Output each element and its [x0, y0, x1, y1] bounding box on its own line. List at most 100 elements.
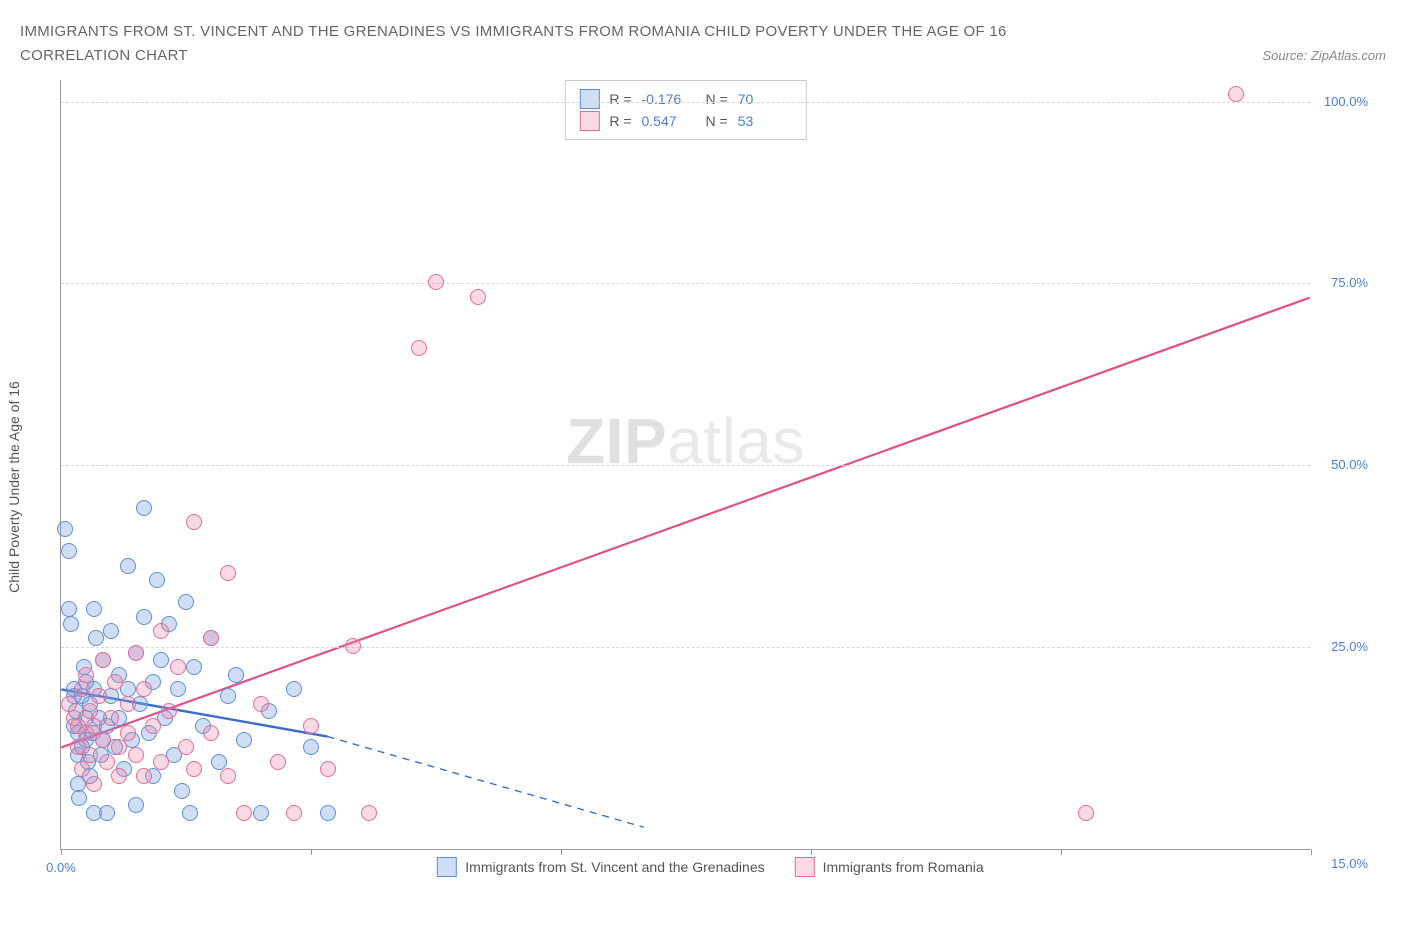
data-point [253, 696, 269, 712]
legend-row-rom: R = 0.547 N = 53 [579, 111, 791, 131]
data-point [236, 732, 252, 748]
data-point [203, 630, 219, 646]
data-point [286, 805, 302, 821]
data-point [153, 623, 169, 639]
data-point [174, 783, 190, 799]
legend-row-svg: R = -0.176 N = 70 [579, 89, 791, 109]
data-point [153, 652, 169, 668]
gridline [61, 102, 1310, 103]
y-tick-label: 100.0% [1324, 94, 1368, 109]
legend-swatch-rom [579, 111, 599, 131]
source-attribution: Source: ZipAtlas.com [1262, 48, 1386, 63]
data-point [82, 747, 98, 763]
data-point [61, 543, 77, 559]
data-point [78, 667, 94, 683]
x-tick [1061, 849, 1062, 855]
legend-stats-box: R = -0.176 N = 70 R = 0.547 N = 53 [564, 80, 806, 140]
legend-swatch-svg [579, 89, 599, 109]
data-point [120, 558, 136, 574]
data-point [61, 696, 77, 712]
gridline [61, 465, 1310, 466]
watermark-bold: ZIP [566, 405, 667, 477]
data-point [361, 805, 377, 821]
watermark: ZIPatlas [566, 404, 805, 478]
y-tick-label: 25.0% [1331, 639, 1368, 654]
data-point [120, 696, 136, 712]
x-tick [311, 849, 312, 855]
data-point [1228, 86, 1244, 102]
legend-swatch-rom [795, 857, 815, 877]
data-point [220, 688, 236, 704]
data-point [107, 674, 123, 690]
x-tick [61, 849, 62, 855]
data-point [74, 761, 90, 777]
data-point [91, 688, 107, 704]
data-point [120, 725, 136, 741]
r-label: R = [609, 91, 631, 107]
data-point [145, 718, 161, 734]
data-point [178, 594, 194, 610]
data-point [136, 609, 152, 625]
data-point [74, 681, 90, 697]
data-point [88, 630, 104, 646]
data-point [86, 718, 102, 734]
chart-title-line1: IMMIGRANTS FROM ST. VINCENT AND THE GREN… [20, 20, 1386, 44]
data-point [320, 761, 336, 777]
y-tick-label: 75.0% [1331, 275, 1368, 290]
r-label: R = [609, 113, 631, 129]
x-tick [811, 849, 812, 855]
data-point [103, 710, 119, 726]
legend-swatch-svg [437, 857, 457, 877]
legend-label-svg: Immigrants from St. Vincent and the Gren… [465, 859, 764, 875]
data-point [128, 747, 144, 763]
gridline [61, 283, 1310, 284]
watermark-light: atlas [667, 405, 805, 477]
data-point [128, 645, 144, 661]
data-point [303, 718, 319, 734]
data-point [270, 754, 286, 770]
data-point [1078, 805, 1094, 821]
data-point [71, 790, 87, 806]
plot-area: ZIPatlas R = -0.176 N = 70 R = 0.547 N =… [60, 80, 1310, 850]
n-value-rom: 53 [738, 113, 792, 129]
data-point [153, 754, 169, 770]
data-point [161, 703, 177, 719]
data-point [178, 739, 194, 755]
data-point [86, 601, 102, 617]
data-point [411, 340, 427, 356]
data-point [170, 659, 186, 675]
n-label: N = [706, 91, 728, 107]
n-label: N = [706, 113, 728, 129]
data-point [95, 652, 111, 668]
data-point [86, 776, 102, 792]
data-point [111, 768, 127, 784]
n-value-svg: 70 [738, 91, 792, 107]
data-point [136, 681, 152, 697]
r-value-svg: -0.176 [642, 91, 696, 107]
data-point [95, 732, 111, 748]
source-prefix: Source: [1262, 48, 1310, 63]
y-tick-label: 15.0% [1331, 856, 1368, 871]
legend-label-rom: Immigrants from Romania [823, 859, 984, 875]
chart-title-line2: CORRELATION CHART [20, 44, 188, 68]
data-point [253, 805, 269, 821]
data-point [220, 768, 236, 784]
data-point [136, 768, 152, 784]
r-value-rom: 0.547 [642, 113, 696, 129]
source-name: ZipAtlas.com [1311, 48, 1386, 63]
legend-item-rom: Immigrants from Romania [795, 857, 984, 877]
x-tick [1311, 849, 1312, 855]
data-point [99, 805, 115, 821]
data-point [99, 754, 115, 770]
data-point [203, 725, 219, 741]
data-point [186, 514, 202, 530]
data-point [82, 703, 98, 719]
data-point [136, 500, 152, 516]
x-tick [561, 849, 562, 855]
data-point [128, 797, 144, 813]
data-point [63, 616, 79, 632]
data-point [211, 754, 227, 770]
data-point [186, 659, 202, 675]
data-point [186, 761, 202, 777]
data-point [57, 521, 73, 537]
